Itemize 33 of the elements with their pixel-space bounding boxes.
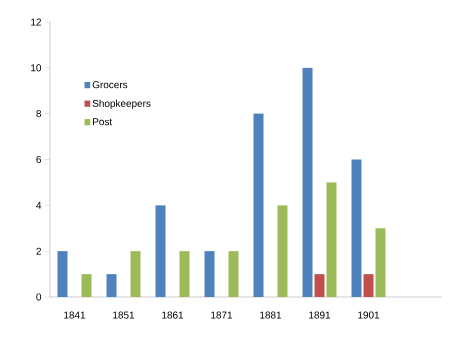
bar bbox=[130, 251, 140, 297]
x-tick-label: 1861 bbox=[162, 312, 184, 319]
x-tick-label: 1851 bbox=[113, 312, 134, 319]
bar bbox=[204, 251, 215, 297]
bar bbox=[58, 251, 68, 297]
y-tick-label: 10 bbox=[31, 64, 42, 72]
y-tick-label: 4 bbox=[36, 202, 42, 209]
bar bbox=[228, 251, 238, 297]
bar bbox=[179, 251, 190, 297]
bar bbox=[326, 182, 336, 297]
x-tick-label: 1841 bbox=[64, 312, 86, 319]
bar bbox=[364, 274, 374, 297]
y-tick-label: 2 bbox=[36, 248, 41, 255]
bar bbox=[302, 68, 313, 297]
legend-label: Post bbox=[93, 118, 112, 126]
x-tick-label: 1881 bbox=[260, 312, 282, 319]
y-tick-label: 12 bbox=[31, 18, 41, 26]
bar bbox=[106, 274, 117, 297]
x-tick-label: 1871 bbox=[211, 312, 232, 319]
bar bbox=[81, 274, 92, 297]
y-tick-label: 8 bbox=[36, 110, 42, 118]
bar bbox=[277, 205, 288, 297]
x-tick-label: 1901 bbox=[358, 312, 380, 319]
legend-label: Shopkeepers bbox=[92, 100, 151, 109]
legend-label: Grocers bbox=[92, 81, 128, 88]
x-tick-label: 1891 bbox=[309, 312, 330, 319]
bar bbox=[314, 274, 325, 297]
bar bbox=[375, 228, 386, 297]
y-tick-label: 6 bbox=[36, 156, 42, 164]
bar bbox=[352, 159, 362, 297]
bar bbox=[156, 205, 166, 297]
bar bbox=[254, 114, 264, 297]
y-tick-label: 0 bbox=[36, 293, 42, 301]
